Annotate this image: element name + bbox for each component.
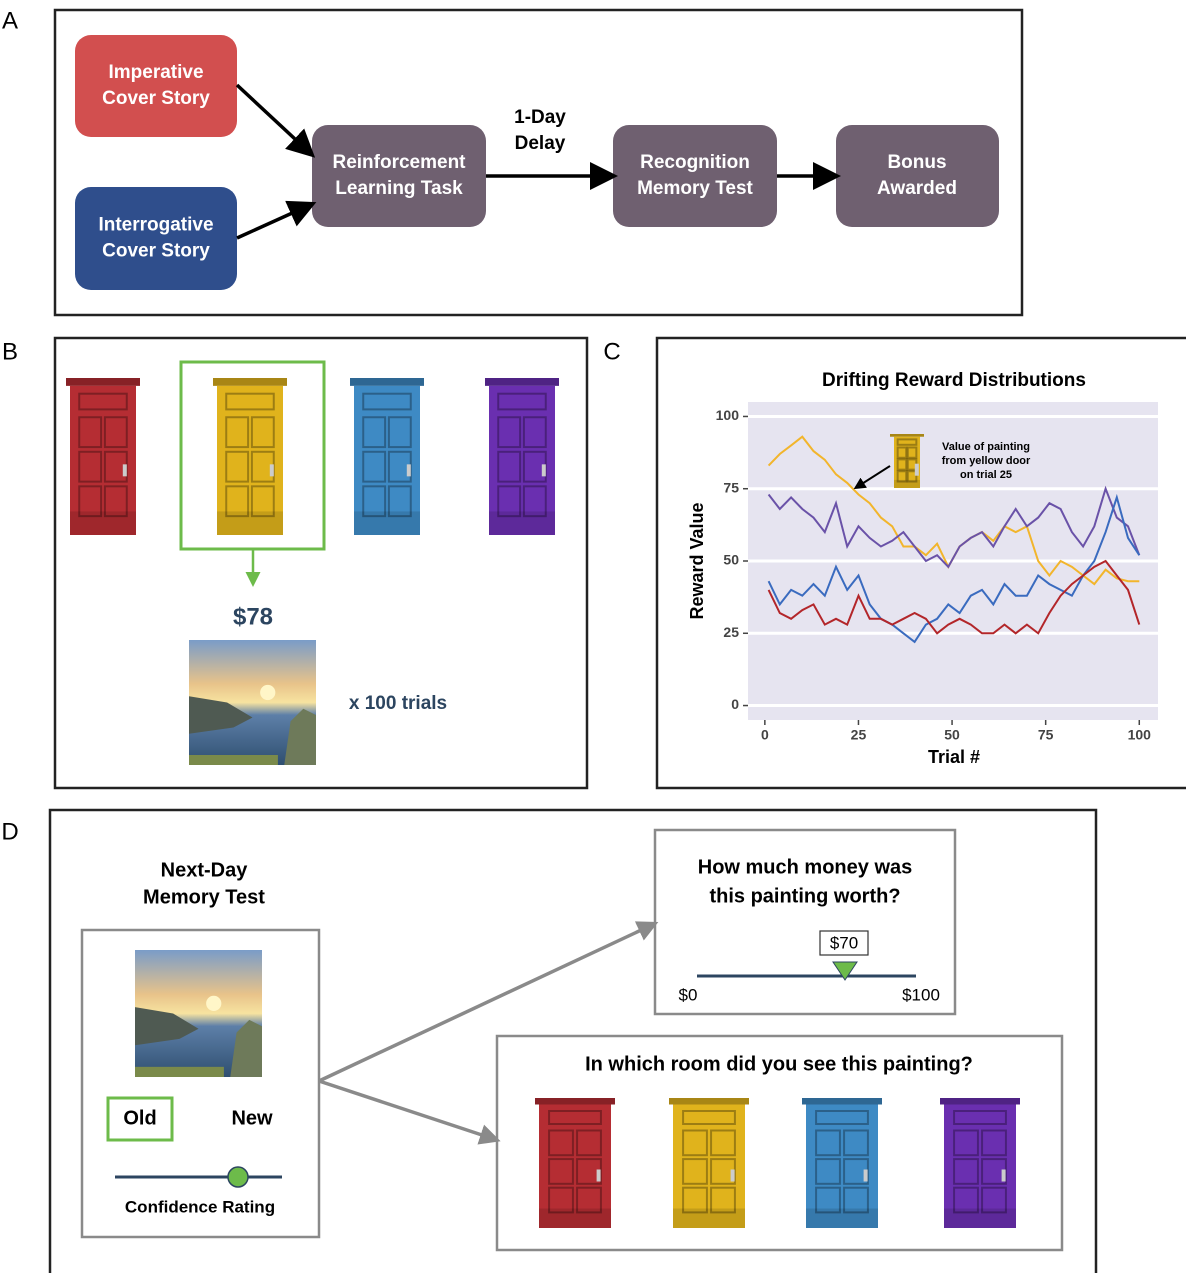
door-cornice-shade (535, 1098, 615, 1105)
door (485, 378, 559, 535)
door-knob (1002, 1170, 1006, 1182)
painting (189, 640, 316, 765)
door (535, 1098, 615, 1228)
trials-label: x 100 trials (349, 693, 447, 714)
value-response: $70 (830, 933, 858, 952)
edge-label: Delay (515, 133, 566, 154)
new-option: New (231, 1107, 273, 1129)
x-tick-label: 100 (1128, 727, 1152, 743)
y-tick-label: 50 (723, 552, 739, 568)
door (66, 378, 140, 535)
flow-node-label: Interrogative (98, 215, 213, 236)
x-tick-label: 50 (944, 727, 960, 743)
door-cornice-shade (802, 1098, 882, 1105)
panel-label: A (2, 7, 18, 34)
door-base-shade (944, 1209, 1016, 1229)
old-option: Old (123, 1107, 156, 1129)
door-cornice-shade (890, 434, 924, 437)
door-base-shade (217, 511, 283, 535)
flow-node-label: Awarded (877, 178, 957, 199)
door (669, 1098, 749, 1228)
page: {"panel_labels": ["A", "B", "C", "D"], "… (0, 0, 1186, 1273)
flow-node-label: Learning Task (335, 178, 463, 199)
flow-node (836, 125, 999, 227)
painting (135, 950, 262, 1077)
panel-label: B (2, 338, 18, 365)
flow-node (75, 187, 237, 290)
value-question: this painting worth? (709, 885, 900, 907)
door-base-shade (489, 511, 555, 535)
value-question: How much money was (698, 856, 913, 878)
door-knob (542, 464, 546, 476)
slider-max: $100 (902, 985, 940, 1004)
branch-arrow (319, 1081, 494, 1139)
x-tick-label: 25 (851, 727, 867, 743)
annotation-text: Value of painting (942, 441, 1030, 453)
flow-node-label: Memory Test (637, 178, 753, 199)
door-cornice-shade (940, 1098, 1020, 1105)
flow-node-label: Cover Story (102, 88, 210, 109)
flow-node-label: Imperative (108, 62, 203, 83)
room-question: In which room did you see this painting? (585, 1053, 973, 1075)
flow-node-label: Cover Story (102, 241, 210, 262)
door-cornice-shade (66, 378, 140, 386)
door-knob (270, 464, 274, 476)
x-axis-label: Trial # (928, 747, 980, 767)
annotation-text: on trial 25 (960, 469, 1012, 481)
x-tick-label: 0 (761, 727, 769, 743)
door (213, 378, 287, 535)
door-base-shade (673, 1209, 745, 1229)
reward-label: $78 (233, 603, 273, 630)
y-tick-label: 0 (731, 696, 739, 712)
door (350, 378, 424, 535)
flow-node-label: Recognition (640, 152, 750, 173)
chart-title: Drifting Reward Distributions (822, 370, 1086, 391)
memory-test-title: Memory Test (143, 886, 265, 908)
flow-arrow (237, 205, 310, 238)
door-cornice-shade (485, 378, 559, 386)
door-knob (597, 1170, 601, 1182)
y-axis-label: Reward Value (687, 502, 707, 619)
confidence-handle (228, 1167, 248, 1187)
painting-grass (189, 755, 278, 765)
panel-label: D (1, 818, 18, 845)
panel-label: C (603, 338, 620, 365)
edge-label: 1-Day (514, 107, 566, 128)
door (802, 1098, 882, 1228)
figure: A B C D Imperative Cover Story Interrogative Co… (0, 0, 1186, 1273)
door-base-shade (539, 1209, 611, 1229)
door-cornice-shade (669, 1098, 749, 1105)
confidence-label: Confidence Rating (125, 1197, 275, 1216)
memory-test-title: Next-Day (161, 859, 249, 881)
painting-sun (260, 685, 275, 700)
door-knob (864, 1170, 868, 1182)
x-tick-label: 75 (1038, 727, 1054, 743)
door-base-shade (894, 480, 920, 488)
flow-node-label: Bonus (887, 152, 946, 173)
door (940, 1098, 1020, 1228)
door-knob (407, 464, 411, 476)
y-tick-label: 75 (723, 479, 739, 495)
painting-grass (135, 1067, 224, 1077)
flow-node (613, 125, 777, 227)
door-base-shade (70, 511, 136, 535)
door-base-shade (354, 511, 420, 535)
y-tick-label: 100 (716, 407, 740, 423)
flow-node-label: Reinforcement (332, 152, 466, 173)
door-cornice-shade (213, 378, 287, 386)
slider-min: $0 (679, 985, 698, 1004)
flow-node (312, 125, 486, 227)
door-knob (731, 1170, 735, 1182)
flow-node (75, 35, 237, 137)
flow-arrow (237, 85, 310, 153)
door (890, 434, 924, 488)
door-knob (123, 464, 127, 476)
door-cornice-shade (350, 378, 424, 386)
y-tick-label: 25 (723, 624, 739, 640)
annotation-text: from yellow door (942, 455, 1031, 467)
door-knob (915, 464, 919, 476)
painting-sun (206, 996, 221, 1011)
door-base-shade (806, 1209, 878, 1229)
